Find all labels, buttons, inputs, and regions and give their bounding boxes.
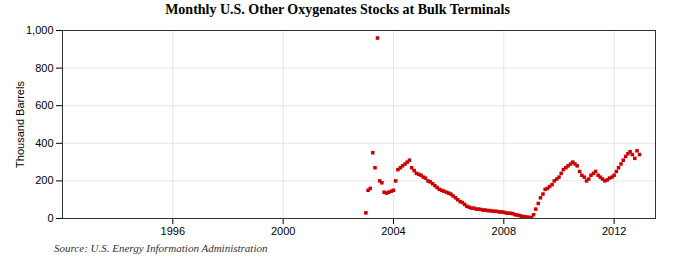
- svg-text:2008: 2008: [492, 225, 516, 237]
- svg-text:2004: 2004: [381, 225, 405, 237]
- svg-text:600: 600: [35, 99, 53, 111]
- html-text:Monthly U.S. Other Oxygenates: Monthly U.S. Other Oxygenates Stocks at …: [165, 2, 510, 17]
- svg-text:800: 800: [35, 62, 53, 74]
- svg-text:1996: 1996: [161, 225, 185, 237]
- svg-text:2012: 2012: [602, 225, 626, 237]
- svg-text:Thousand Barrels: Thousand Barrels: [14, 81, 26, 168]
- svg-text:1,000: 1,000: [26, 24, 54, 36]
- svg-text:0: 0: [47, 212, 53, 224]
- svg-text:400: 400: [35, 137, 53, 149]
- svg-text:200: 200: [35, 174, 53, 186]
- html-text:Source: U.S. Energy Informatio: Source: U.S. Energy Information Administ…: [54, 242, 268, 254]
- svg-text:2000: 2000: [271, 225, 295, 237]
